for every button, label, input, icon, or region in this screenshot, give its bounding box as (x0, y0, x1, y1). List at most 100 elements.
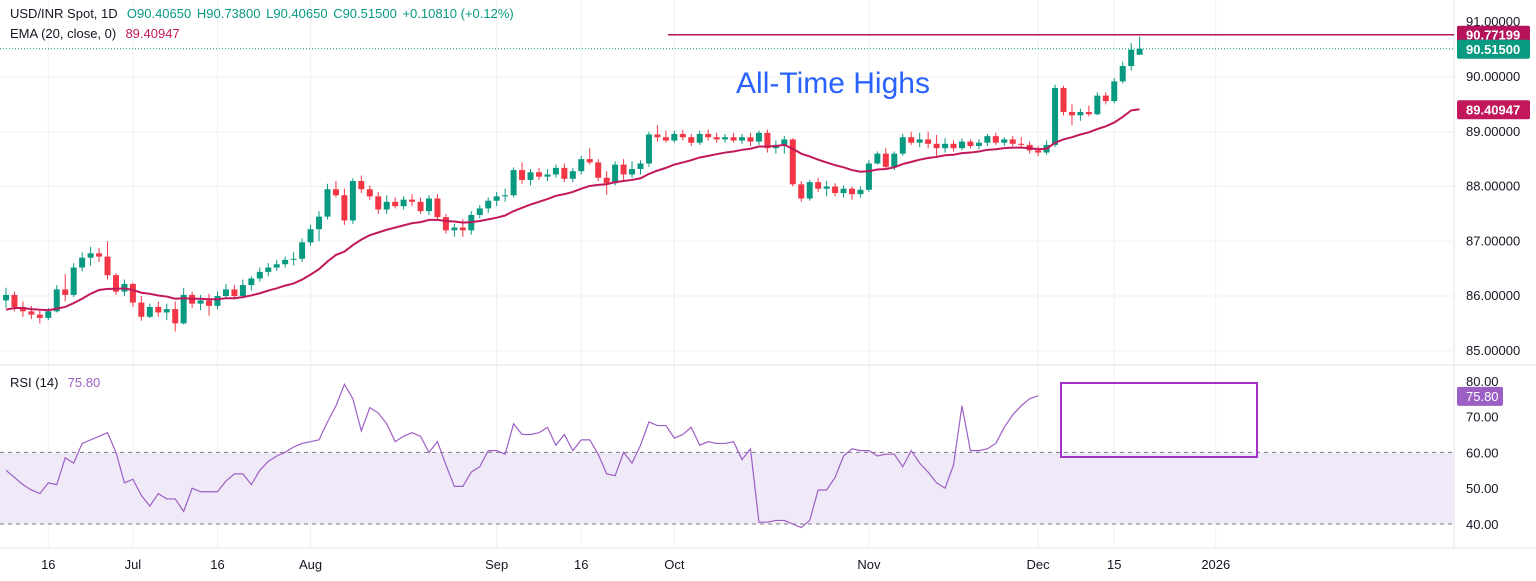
rsi-label[interactable]: RSI (14) (10, 375, 59, 390)
candle-body (612, 164, 619, 184)
candle-body (324, 189, 331, 217)
candle-body (409, 199, 416, 202)
annotation-label: All-Time Highs (736, 67, 930, 100)
candle-body (172, 309, 179, 324)
candle-body (908, 137, 915, 143)
candle-body (79, 257, 86, 268)
candle-body (11, 294, 18, 307)
candle-body (552, 167, 559, 175)
candle-body (874, 153, 881, 164)
candle-body (764, 132, 771, 149)
candle-body (1094, 95, 1101, 115)
candle-body (417, 201, 424, 212)
time-tick-label: Dec (1027, 557, 1051, 572)
candle-body (307, 229, 314, 243)
rsi-highlight-box (1060, 382, 1258, 458)
rsi-value: 75.80 (67, 375, 101, 390)
candle-body (1035, 150, 1042, 153)
symbol-label[interactable]: USD/INR Spot, 1D (10, 6, 118, 21)
candle-body (70, 267, 77, 295)
candle-body (857, 189, 864, 195)
resistance-price-tag: 90.77199 (1466, 28, 1520, 43)
rsi-tick-label: 80.00 (1466, 374, 1499, 389)
candle-body (975, 142, 982, 146)
price-tick-label: 89.00000 (1466, 124, 1520, 139)
time-tick-label: Oct (664, 557, 685, 572)
candle-body (485, 200, 492, 209)
candle-body (349, 181, 356, 221)
candle-body (916, 139, 923, 143)
candle-body (358, 181, 365, 190)
candle-body (806, 182, 813, 199)
candle-body (789, 139, 796, 185)
ema-legend: EMA (20, close, 0) 89.40947 (10, 26, 182, 41)
candle-body (400, 199, 407, 207)
candle-body (1068, 112, 1075, 116)
ohlc-legend: USD/INR Spot, 1D O90.40650 H90.73800 L90… (10, 6, 516, 21)
ema-line-group (5, 108, 1140, 312)
candle-body (722, 137, 729, 140)
axes: 91.00000 85.00000 86.00000 87.00000 88.00000… (41, 14, 1530, 572)
candle-body (849, 188, 855, 195)
candle-body (19, 306, 26, 312)
candle-body (341, 195, 348, 221)
candle-body (1052, 87, 1059, 145)
low-value: L90.40650 (266, 6, 328, 21)
candle-body (426, 198, 432, 212)
time-tick-label: 16 (210, 557, 224, 572)
candle-body (3, 294, 9, 301)
candle-body (535, 172, 542, 177)
candle-body (383, 201, 390, 210)
time-tick-label: Nov (857, 557, 881, 572)
candle-body (603, 177, 610, 184)
candle-body (1119, 66, 1126, 82)
candle-body (832, 186, 839, 194)
candle-body (112, 275, 119, 292)
candle-body (214, 296, 221, 306)
price-tick-label: 85.00000 (1466, 343, 1520, 358)
ema-value: 89.40947 (125, 26, 180, 41)
candle-body (36, 314, 43, 318)
candle-body (527, 172, 534, 180)
candle-body (992, 136, 999, 143)
candle-body (442, 217, 449, 231)
ema-label[interactable]: EMA (20, close, 0) (10, 26, 117, 41)
last-price-tag: 90.51500 (1466, 42, 1520, 57)
candle-body (138, 302, 145, 317)
candle-body (620, 164, 627, 175)
candle-body (595, 162, 602, 178)
rsi-value-tag-bg (1457, 386, 1503, 406)
candle-body (493, 196, 500, 201)
rsi-tick-label: 50.00 (1466, 481, 1499, 496)
candle-body (645, 134, 652, 164)
open-value: O90.40650 (126, 6, 192, 21)
high-value: H90.73800 (196, 6, 261, 21)
candle-body (755, 132, 762, 142)
candle-body (1009, 139, 1016, 144)
candle-body (206, 300, 213, 306)
candle-body (637, 163, 644, 169)
candle-body (1085, 112, 1092, 115)
candle-body (823, 186, 830, 189)
candle-body (798, 184, 805, 199)
ema-line (5, 108, 1140, 312)
candle-body (510, 170, 517, 196)
candle-body (629, 168, 636, 175)
price-tick-label: 87.00000 (1466, 233, 1520, 248)
change-value: +0.10810 (+0.12%) (402, 6, 514, 21)
candle-body (815, 182, 822, 189)
close-value: C90.51500 (333, 6, 397, 21)
candle-body (544, 174, 551, 177)
price-tick-label: 88.00000 (1466, 179, 1520, 194)
candle-body (882, 153, 889, 167)
time-tick-label: Jul (125, 557, 142, 572)
candle-body (1111, 81, 1118, 102)
time-tick-label: Sep (485, 557, 508, 572)
candle-body (256, 271, 263, 279)
candle-body (197, 300, 204, 304)
annotations: All-Time Highs (0, 33, 1454, 458)
candle-body (1077, 112, 1084, 116)
candle-body (569, 171, 576, 179)
candle-body (476, 208, 483, 215)
